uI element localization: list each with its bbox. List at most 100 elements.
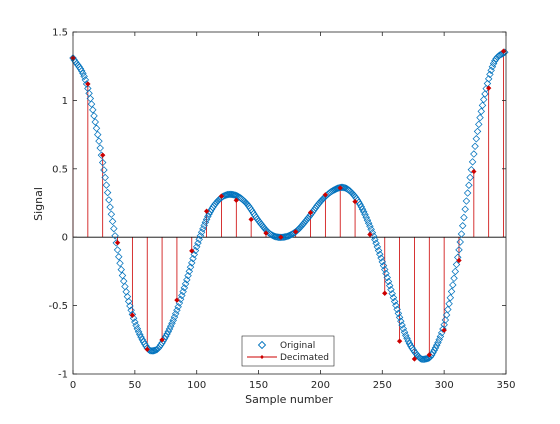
original-point-97 — [189, 254, 197, 263]
y-tick-label-0: -1 — [58, 370, 68, 381]
original-point-189 — [303, 215, 311, 224]
original-point-321 — [466, 173, 474, 182]
original-point-249 — [377, 254, 385, 262]
original-point-262 — [393, 305, 401, 314]
x-tick-label-7: 350 — [496, 380, 515, 391]
original-point-162 — [269, 232, 278, 240]
original-point-115 — [211, 200, 220, 208]
original-point-301 — [441, 316, 450, 324]
legend-diamond-icon — [257, 340, 267, 350]
original-point-46 — [126, 302, 134, 310]
original-point-237 — [362, 213, 370, 222]
x-tick-label-1: 50 — [128, 380, 141, 391]
decimated-point-22 — [396, 338, 403, 344]
original-point-266 — [398, 321, 406, 329]
original-point-270 — [403, 334, 411, 343]
original-point-259 — [389, 293, 398, 302]
original-point-30 — [106, 203, 114, 211]
original-point-51 — [132, 321, 140, 330]
original-point-98 — [190, 250, 198, 259]
original-point-256 — [385, 281, 394, 290]
original-point-264 — [395, 313, 404, 322]
original-point-22 — [96, 144, 104, 152]
original-point-317 — [461, 205, 469, 213]
original-point-26 — [101, 173, 109, 182]
decimated-point-21 — [382, 290, 388, 297]
original-point-312 — [455, 246, 463, 254]
original-point-271 — [404, 337, 412, 345]
x-axis-label: Sample number — [245, 393, 333, 406]
original-point-19 — [92, 124, 101, 132]
decimated-point-8 — [189, 248, 195, 254]
original-point-52 — [133, 325, 142, 333]
original-point-96 — [188, 259, 196, 267]
decimated-point-5 — [144, 346, 150, 353]
original-point-299 — [439, 325, 447, 333]
original-point-187 — [300, 218, 309, 227]
original-point-322 — [467, 165, 476, 174]
axis-ticks: 0 50 100 150 200 250 300 350 -1 -0.5 0 0.5 1 1.5 — [48, 28, 515, 392]
original-point-91 — [181, 280, 190, 288]
original-point-39 — [117, 265, 125, 274]
original-series — [69, 48, 509, 364]
original-point-323 — [468, 158, 477, 166]
original-point-244 — [371, 235, 379, 244]
original-point-75 — [162, 332, 170, 341]
original-point-306 — [447, 287, 456, 296]
original-point-15 — [87, 100, 96, 108]
legend-box — [241, 335, 335, 367]
original-point-190 — [304, 214, 312, 222]
y-tick-label-3: 0.5 — [52, 164, 68, 175]
original-point-210 — [329, 186, 337, 195]
original-point-219 — [340, 183, 348, 192]
original-point-130 — [230, 191, 238, 199]
original-point-287 — [424, 354, 432, 363]
original-point-252 — [381, 265, 389, 274]
original-point-331 — [478, 101, 487, 110]
y-tick-label-2: 0 — [62, 233, 68, 244]
original-point-315 — [458, 222, 467, 230]
original-point-330 — [477, 107, 485, 116]
decimated-point-9 — [203, 208, 210, 214]
plot-axes — [72, 31, 507, 375]
original-point-340 — [489, 59, 498, 68]
original-point-258 — [388, 289, 396, 298]
original-point-294 — [432, 341, 441, 350]
original-point-94 — [185, 267, 194, 276]
decimated-point-2 — [99, 152, 106, 158]
decimated-point-4 — [129, 312, 136, 318]
legend-item-decimated: Decimated — [247, 353, 329, 363]
decimated-point-7 — [174, 297, 180, 303]
x-tick-label-0: 0 — [70, 380, 76, 391]
original-point-50 — [131, 318, 139, 326]
original-point-7 — [77, 67, 86, 75]
original-point-29 — [105, 196, 113, 204]
decimated-point-18 — [337, 185, 343, 191]
original-point-196 — [311, 204, 320, 212]
x-tick-label-2: 100 — [187, 380, 206, 391]
original-point-92 — [183, 276, 191, 284]
original-point-199 — [315, 199, 323, 207]
original-point-8 — [79, 69, 87, 78]
original-point-125 — [223, 190, 232, 199]
original-point-18 — [91, 118, 99, 126]
decimated-point-27 — [471, 168, 477, 175]
decimated-point-12 — [248, 216, 254, 223]
original-point-236 — [361, 210, 369, 219]
original-point-308 — [450, 274, 458, 283]
original-point-254 — [383, 273, 391, 282]
original-point-319 — [463, 189, 472, 197]
decimated-point-3 — [114, 239, 121, 246]
original-point-310 — [452, 260, 461, 269]
original-point-76 — [163, 330, 171, 338]
original-point-242 — [368, 228, 377, 237]
original-point-235 — [359, 208, 368, 216]
original-point-327 — [473, 127, 482, 136]
original-point-49 — [129, 314, 138, 323]
original-point-336 — [484, 75, 493, 83]
original-point-303 — [444, 305, 452, 314]
original-point-326 — [472, 135, 481, 143]
original-point-316 — [460, 213, 468, 222]
original-point-267 — [399, 325, 408, 333]
decimated-point-15 — [292, 228, 299, 235]
